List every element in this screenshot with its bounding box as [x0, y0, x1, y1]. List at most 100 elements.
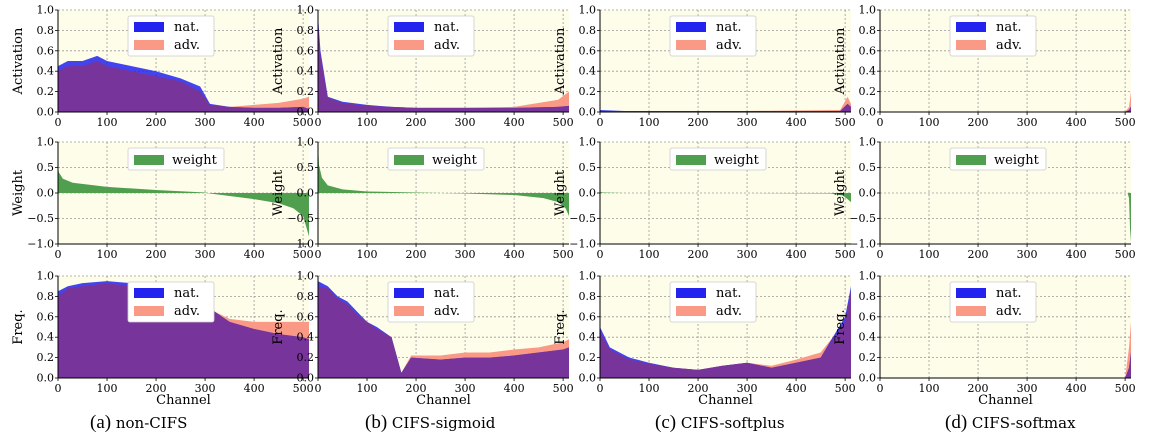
- x-tick-label: 300: [195, 382, 216, 395]
- y-tick-label: 0.0: [579, 106, 597, 119]
- legend-label-nat: nat.: [996, 286, 1021, 301]
- legend-swatch-adv: [956, 40, 986, 50]
- panel-d-activation: 0.0 0.2 0.4 0.6 0.8 1.0 0 100 200 300 400 500 Activa…: [833, 4, 1136, 130]
- series-overlap: [318, 286, 569, 378]
- x-axis-label: Channel: [978, 393, 1033, 408]
- legend-swatch-adv: [676, 40, 706, 50]
- x-tick-label: 500: [835, 248, 856, 261]
- legend-label-nat: nat.: [434, 286, 459, 301]
- legend-label-nat: nat.: [716, 20, 741, 35]
- y-tick-label: 0.6: [579, 310, 597, 323]
- caption-name: CIFS-softmax: [971, 414, 1076, 432]
- x-tick-label: 100: [639, 116, 660, 129]
- y-tick-label: 0.5: [859, 161, 877, 174]
- x-tick-label: 200: [968, 116, 989, 129]
- x-tick-label: 100: [97, 116, 118, 129]
- y-tick-label: 0.0: [579, 372, 597, 385]
- caption-b: (b) CIFS-sigmoid: [365, 412, 495, 434]
- x-tick-label: 200: [146, 382, 167, 395]
- legend-label-weight: weight: [432, 153, 478, 168]
- y-tick-label: 0.4: [579, 65, 597, 78]
- y-tick-label: 0.8: [37, 24, 55, 37]
- y-tick-label: 1.0: [579, 270, 597, 283]
- legend-swatch-nat: [676, 22, 706, 32]
- legend-swatch-nat: [956, 22, 986, 32]
- x-tick-label: 500: [835, 116, 856, 129]
- x-tick-label: 0: [315, 382, 322, 395]
- y-tick-label: 0.0: [859, 187, 877, 200]
- x-tick-label: 200: [688, 382, 709, 395]
- y-tick-label: 1.0: [579, 4, 597, 17]
- legend-label-weight: weight: [994, 153, 1040, 168]
- caption-name: CIFS-softplus: [680, 414, 785, 432]
- y-tick-label: 0.6: [297, 44, 315, 57]
- x-tick-label: 300: [455, 116, 476, 129]
- legend-swatch-weight: [956, 155, 986, 165]
- y-tick-label: −1.0: [849, 238, 876, 251]
- y-tick-label: 0.4: [297, 65, 315, 78]
- x-axis-label: Channel: [698, 393, 753, 408]
- legend-label-nat: nat.: [716, 286, 741, 301]
- y-tick-label: 0.5: [297, 161, 315, 174]
- y-tick-label: 0.8: [579, 290, 597, 303]
- x-tick-label: 100: [919, 382, 940, 395]
- x-tick-label: 300: [1017, 382, 1038, 395]
- x-tick-label: 500: [1115, 248, 1136, 261]
- y-tick-label: 0.8: [37, 290, 55, 303]
- y-tick-label: −0.5: [849, 212, 876, 225]
- y-axis-label: Freq.: [553, 309, 568, 344]
- y-tick-label: 0.0: [297, 187, 315, 200]
- x-tick-label: 300: [737, 116, 758, 129]
- legend-swatch-nat: [134, 22, 164, 32]
- x-tick-label: 0: [315, 116, 322, 129]
- x-tick-label: 100: [357, 382, 378, 395]
- legend-label-adv: adv.: [716, 304, 742, 319]
- series-overlap: [58, 61, 309, 112]
- x-tick-label: 300: [455, 248, 476, 261]
- x-tick-label: 400: [786, 248, 807, 261]
- y-axis-label: Freq.: [11, 309, 26, 344]
- caption-tag: (b): [365, 412, 388, 433]
- x-tick-label: 200: [688, 116, 709, 129]
- caption-c: (c) CIFS-softplus: [655, 412, 785, 434]
- figure: 0.00.20.40.60.81.00 100 200 300 400 500Activa…: [11, 4, 1136, 409]
- legend-swatch-nat: [134, 288, 164, 298]
- legend-swatch-adv: [134, 306, 164, 316]
- y-axis-label: Weight: [553, 169, 568, 216]
- x-tick-label: 400: [504, 116, 525, 129]
- y-tick-label: 0.6: [37, 310, 55, 323]
- legend-label-nat: nat.: [174, 20, 199, 35]
- legend-swatch-nat: [394, 22, 424, 32]
- legend-label-weight: weight: [714, 153, 760, 168]
- y-tick-label: 0.4: [297, 331, 315, 344]
- series-overlap: [600, 103, 851, 112]
- y-tick-label: 0.8: [859, 290, 877, 303]
- y-tick-label: 0.4: [859, 331, 877, 344]
- x-axis-label: Channel: [156, 393, 211, 408]
- panel-b-weight: −1.0 −0.5 0.0 0.5 1.0 0 100 200 300 400 500 Weight w…: [271, 136, 574, 262]
- x-tick-label: 0: [55, 248, 62, 261]
- panel-c-weight: −1.0 −0.5 0.0 0.5 1.0 0 100 200 300 400 500 Weight w…: [553, 136, 856, 262]
- y-tick-label: 0.6: [859, 310, 877, 323]
- y-tick-label: −0.5: [287, 212, 314, 225]
- y-tick-label: 0.4: [37, 65, 55, 78]
- x-tick-label: 200: [146, 248, 167, 261]
- x-tick-label: 300: [737, 382, 758, 395]
- x-tick-label: 400: [786, 382, 807, 395]
- x-tick-label: 200: [146, 116, 167, 129]
- y-axis-label: Activation: [553, 27, 568, 95]
- y-tick-label: 0.2: [297, 351, 315, 364]
- legend-swatch-adv: [956, 306, 986, 316]
- x-tick-label: 0: [877, 116, 884, 129]
- x-tick-label: 500: [1115, 116, 1136, 129]
- legend-swatch-adv: [676, 306, 706, 316]
- x-tick-label: 0: [597, 248, 604, 261]
- x-tick-label: 500: [553, 382, 574, 395]
- panel-a-activation: 0.0 0.2 0.4 0.6 0.8 1.0 0 100 200 300 400 500 Activa…: [11, 4, 314, 130]
- y-tick-label: 0.0: [297, 372, 315, 385]
- x-tick-label: 400: [1066, 382, 1087, 395]
- x-tick-label: 100: [919, 248, 940, 261]
- legend-label-adv: adv.: [996, 38, 1022, 53]
- y-tick-label: 0.0: [37, 106, 55, 119]
- series-adv: [318, 20, 569, 113]
